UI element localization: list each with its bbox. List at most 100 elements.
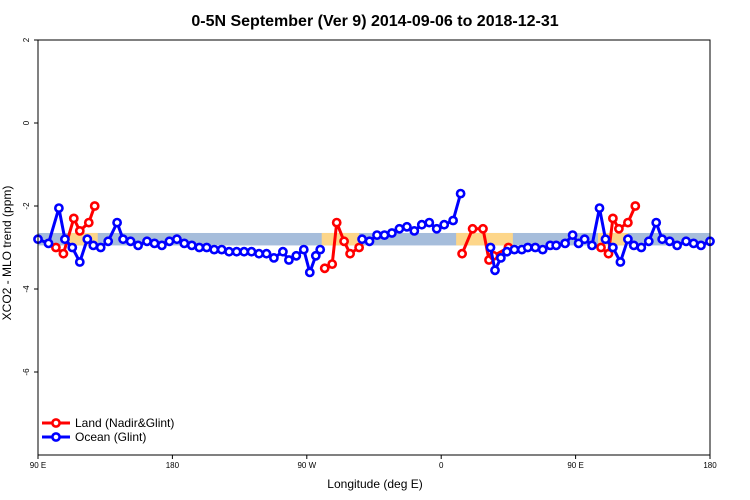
series-0-point xyxy=(83,217,94,228)
series-0-point xyxy=(614,223,624,234)
series-1-point xyxy=(82,234,93,245)
plot-frame xyxy=(37,39,711,456)
legend-label: Ocean (Glint) xyxy=(75,430,146,444)
legend: Land (Nadir&Glint)Ocean (Glint) xyxy=(42,416,174,444)
series-1-point xyxy=(291,250,302,261)
series-1-point xyxy=(651,217,662,228)
series-0-point xyxy=(457,248,467,259)
series-1-point xyxy=(60,234,70,245)
legend-item-1: Ocean (Glint) xyxy=(42,430,146,444)
series-1-point xyxy=(628,240,639,251)
series-1-point xyxy=(522,242,533,253)
series-1-point xyxy=(600,234,611,245)
series-1-point xyxy=(95,242,106,253)
series-1-point xyxy=(54,203,64,213)
series-1-point xyxy=(623,234,633,245)
series-1-point xyxy=(298,244,309,255)
x-tick-label: 90 W xyxy=(297,461,316,470)
series-0-point xyxy=(467,223,478,234)
series-0-point xyxy=(345,248,355,259)
series-1-point xyxy=(372,230,382,240)
series-1-point xyxy=(608,242,618,253)
series-0-point xyxy=(630,201,641,211)
series-1-point xyxy=(551,240,562,251)
chart-title: 0-5N September (Ver 9) 2014-09-06 to 201… xyxy=(191,13,558,30)
series-1-point xyxy=(448,215,458,226)
series-1-point xyxy=(179,238,190,249)
series-1-point xyxy=(401,221,412,232)
series-1-point xyxy=(455,188,466,199)
series-1-point xyxy=(201,242,212,253)
series-1-point xyxy=(431,223,442,234)
series-1-point xyxy=(164,236,175,247)
series-1-point xyxy=(537,244,548,255)
y-axis: 2 0 -2 -4 -6 xyxy=(22,37,38,376)
series-1-point xyxy=(657,234,668,245)
series-1-point xyxy=(416,219,427,230)
y-tick-label: 0 xyxy=(22,120,31,125)
series-1-point xyxy=(112,217,122,228)
series-0-point xyxy=(319,263,330,274)
series-1-point xyxy=(310,250,321,261)
legend-marker xyxy=(51,432,61,442)
y-tick-label: -6 xyxy=(22,368,31,376)
series-1-point xyxy=(696,240,706,251)
x-tick-label: 180 xyxy=(166,461,180,470)
series-0-point xyxy=(51,242,61,253)
series-1-point xyxy=(688,238,699,249)
series-1-point xyxy=(664,236,675,247)
series-0-point xyxy=(68,213,79,224)
series-0-point xyxy=(74,225,85,236)
x-tick-label: 180 xyxy=(703,461,717,470)
legend-label: Land (Nadir&Glint) xyxy=(75,416,174,430)
series-1-point xyxy=(277,246,288,257)
series-1-point xyxy=(424,217,435,228)
series-1-point xyxy=(579,234,590,245)
x-axis: 90 E 180 90 W 0 90 E 180 xyxy=(30,455,717,470)
series-1-point xyxy=(439,219,450,230)
series-1-point xyxy=(643,236,654,247)
series-1-point xyxy=(283,255,294,265)
series-1-point xyxy=(67,242,78,253)
series-1-point xyxy=(304,267,315,278)
legend-item-0: Land (Nadir&Glint) xyxy=(42,416,174,430)
series-1-point xyxy=(118,234,128,245)
series-1-point xyxy=(587,240,597,251)
series-1-point xyxy=(615,257,626,267)
series-0-point xyxy=(623,217,633,228)
series-1-point xyxy=(142,236,152,247)
series-1-point xyxy=(246,246,257,257)
series-0-point xyxy=(327,259,338,269)
series-1-point xyxy=(636,242,647,253)
x-tick-label: 90 E xyxy=(567,461,583,470)
series-1-point xyxy=(495,252,506,263)
series-layer xyxy=(33,188,715,278)
series-1-point xyxy=(672,240,682,251)
series-1-point xyxy=(386,228,397,238)
series-1-point xyxy=(254,248,264,259)
x-axis-label: Longitude (deg E) xyxy=(327,477,422,491)
series-1 xyxy=(33,188,715,278)
series-1-point xyxy=(261,248,272,259)
y-tick-label: 2 xyxy=(22,37,31,42)
series-1-point xyxy=(149,238,160,249)
series-1-point xyxy=(268,252,279,263)
series-0-point xyxy=(478,223,488,234)
x-tick-label: 90 E xyxy=(30,461,46,470)
series-1-point xyxy=(490,265,500,276)
series-1-point xyxy=(209,244,220,255)
series-0-point xyxy=(339,236,349,247)
legend-marker xyxy=(51,418,61,428)
series-0-point xyxy=(331,217,342,228)
series-0 xyxy=(51,201,641,274)
y-tick-label: -2 xyxy=(22,202,31,210)
series-1-point xyxy=(224,246,234,257)
series-0-point xyxy=(89,201,100,211)
series-1-point xyxy=(186,240,197,251)
series-1-point xyxy=(364,236,375,247)
series-1-point xyxy=(409,225,420,236)
series-1-point xyxy=(394,223,405,234)
series-1-point xyxy=(681,236,691,247)
